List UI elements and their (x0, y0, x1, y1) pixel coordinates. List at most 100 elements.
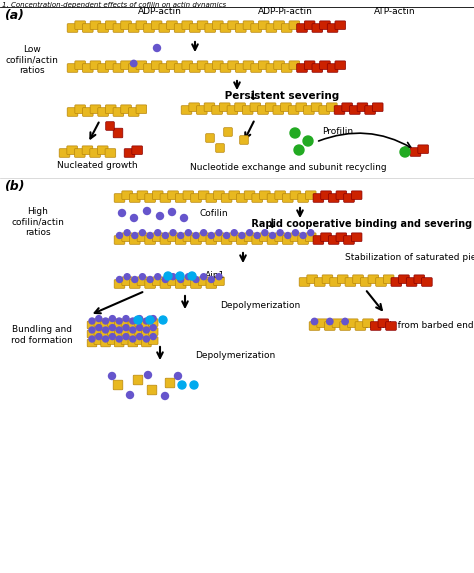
FancyBboxPatch shape (319, 21, 330, 29)
FancyBboxPatch shape (334, 105, 345, 114)
FancyBboxPatch shape (113, 128, 123, 138)
FancyBboxPatch shape (114, 194, 125, 202)
FancyBboxPatch shape (335, 21, 346, 29)
FancyBboxPatch shape (376, 278, 386, 286)
Text: (a): (a) (4, 9, 24, 22)
Circle shape (292, 230, 299, 236)
Circle shape (137, 333, 143, 340)
FancyBboxPatch shape (129, 280, 140, 288)
FancyBboxPatch shape (98, 146, 108, 155)
FancyBboxPatch shape (282, 23, 292, 32)
FancyBboxPatch shape (122, 277, 132, 285)
FancyBboxPatch shape (273, 105, 283, 114)
FancyBboxPatch shape (128, 339, 137, 347)
FancyBboxPatch shape (82, 64, 93, 72)
FancyBboxPatch shape (312, 64, 323, 72)
Circle shape (109, 372, 116, 379)
Circle shape (147, 277, 153, 282)
FancyBboxPatch shape (142, 321, 151, 329)
Circle shape (123, 324, 129, 331)
FancyBboxPatch shape (145, 236, 155, 244)
FancyBboxPatch shape (373, 103, 383, 112)
Circle shape (168, 209, 175, 215)
FancyBboxPatch shape (90, 21, 101, 29)
FancyBboxPatch shape (182, 61, 192, 69)
FancyBboxPatch shape (330, 278, 340, 286)
FancyBboxPatch shape (132, 146, 143, 155)
FancyBboxPatch shape (252, 236, 263, 244)
FancyBboxPatch shape (165, 378, 175, 388)
FancyBboxPatch shape (275, 233, 285, 241)
FancyBboxPatch shape (221, 194, 232, 202)
Text: ADP-actin: ADP-actin (138, 7, 182, 17)
FancyBboxPatch shape (135, 319, 145, 327)
FancyBboxPatch shape (328, 236, 339, 244)
Text: Rapid cooperative binding and severing: Rapid cooperative binding and severing (248, 219, 472, 229)
FancyBboxPatch shape (160, 194, 171, 202)
FancyBboxPatch shape (298, 194, 309, 202)
Circle shape (130, 214, 137, 222)
Circle shape (164, 272, 172, 280)
FancyBboxPatch shape (174, 23, 185, 32)
FancyBboxPatch shape (122, 191, 132, 199)
FancyBboxPatch shape (243, 21, 254, 29)
FancyBboxPatch shape (101, 330, 110, 338)
FancyBboxPatch shape (101, 321, 110, 329)
Text: ADP-Pi-actin: ADP-Pi-actin (257, 7, 312, 17)
FancyBboxPatch shape (212, 21, 223, 29)
FancyBboxPatch shape (309, 321, 320, 330)
Circle shape (109, 324, 115, 331)
FancyBboxPatch shape (175, 280, 186, 288)
Circle shape (150, 324, 156, 331)
FancyBboxPatch shape (87, 330, 97, 338)
Circle shape (400, 147, 410, 157)
Circle shape (300, 233, 306, 238)
FancyBboxPatch shape (105, 21, 116, 29)
Text: Stabilization of saturated pieces: Stabilization of saturated pieces (345, 253, 474, 262)
FancyBboxPatch shape (114, 280, 125, 288)
Circle shape (170, 230, 176, 236)
FancyBboxPatch shape (336, 233, 346, 241)
Circle shape (89, 318, 95, 324)
FancyBboxPatch shape (349, 105, 360, 114)
Circle shape (185, 230, 191, 236)
FancyBboxPatch shape (151, 21, 162, 29)
FancyBboxPatch shape (148, 337, 158, 344)
FancyBboxPatch shape (206, 280, 217, 288)
Circle shape (285, 233, 291, 238)
FancyBboxPatch shape (304, 21, 315, 29)
Circle shape (144, 327, 149, 333)
FancyBboxPatch shape (304, 105, 314, 114)
Text: Cofilin: Cofilin (200, 209, 228, 218)
Circle shape (123, 316, 129, 321)
Text: (b): (b) (4, 180, 25, 193)
FancyBboxPatch shape (325, 321, 335, 330)
Text: Low
cofilin/actin
ratios: Low cofilin/actin ratios (6, 45, 58, 75)
FancyBboxPatch shape (267, 236, 278, 244)
Circle shape (270, 233, 275, 238)
FancyBboxPatch shape (198, 277, 209, 285)
Circle shape (96, 316, 102, 321)
Circle shape (132, 277, 138, 282)
FancyBboxPatch shape (151, 61, 162, 69)
FancyBboxPatch shape (313, 236, 324, 244)
Circle shape (89, 327, 95, 333)
FancyBboxPatch shape (406, 278, 417, 286)
Circle shape (342, 318, 348, 325)
FancyBboxPatch shape (181, 105, 192, 114)
FancyBboxPatch shape (378, 319, 389, 328)
Circle shape (146, 316, 154, 324)
FancyBboxPatch shape (327, 103, 337, 112)
FancyBboxPatch shape (114, 330, 124, 338)
FancyBboxPatch shape (283, 194, 293, 202)
FancyBboxPatch shape (67, 23, 78, 32)
Circle shape (201, 274, 207, 280)
FancyBboxPatch shape (347, 319, 358, 328)
FancyBboxPatch shape (206, 134, 214, 142)
Circle shape (224, 233, 229, 238)
FancyBboxPatch shape (121, 328, 131, 335)
Circle shape (117, 233, 122, 238)
FancyBboxPatch shape (365, 105, 375, 114)
Circle shape (89, 336, 95, 342)
FancyBboxPatch shape (82, 146, 93, 155)
